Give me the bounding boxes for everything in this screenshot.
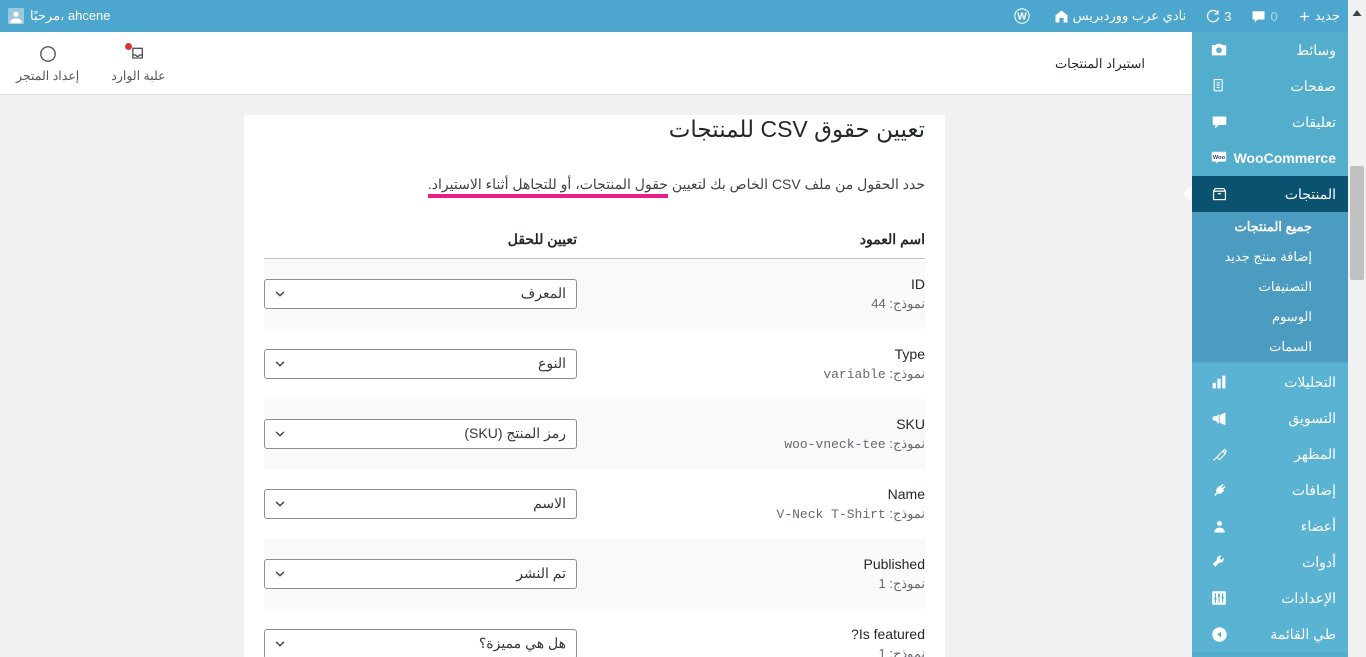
svg-text:W: W [1017, 11, 1027, 22]
svg-text:Woo: Woo [1213, 155, 1226, 161]
